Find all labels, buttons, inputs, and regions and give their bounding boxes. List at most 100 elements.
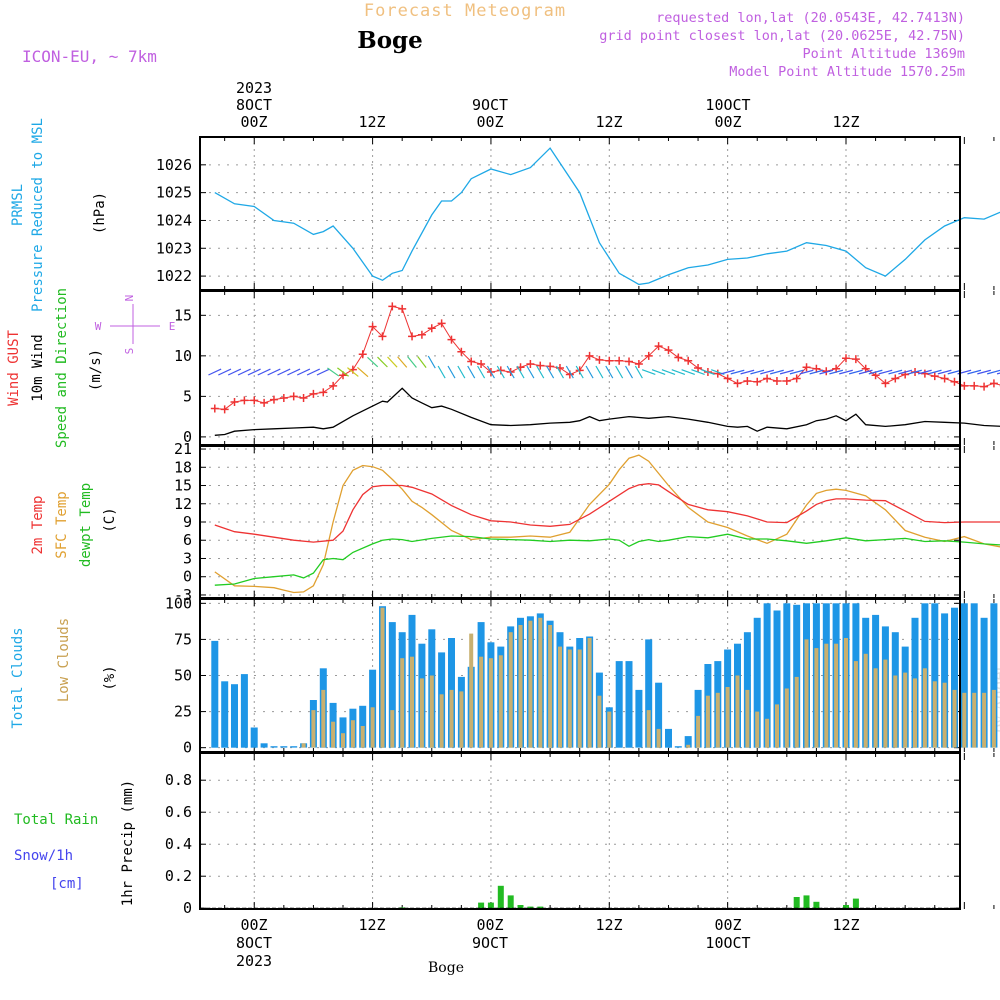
wind-direction-arrow bbox=[651, 369, 666, 376]
temp-sfc-label: SFC Temp bbox=[54, 491, 70, 558]
wind-direction-arrow bbox=[967, 369, 982, 375]
gust-point bbox=[960, 381, 969, 390]
gust-point bbox=[329, 381, 338, 390]
low-cloud-bar bbox=[321, 689, 326, 748]
total-cloud-bar bbox=[941, 613, 949, 748]
low-cloud-bar bbox=[991, 689, 996, 748]
wind-direction-arrow bbox=[898, 369, 913, 375]
gust-point bbox=[457, 347, 466, 356]
gust-point bbox=[447, 335, 456, 344]
total-cloud-bar bbox=[684, 736, 692, 748]
bottom-day-label-3: 10OCT bbox=[705, 934, 750, 952]
rain-bar bbox=[478, 902, 485, 909]
pressure-label-prmsl: PRMSL bbox=[10, 184, 26, 226]
pressure-ytick-label: 1024 bbox=[156, 211, 192, 229]
low-cloud-bar bbox=[686, 744, 691, 748]
wind-direction-arrow bbox=[829, 369, 844, 375]
total-cloud-bar bbox=[635, 689, 643, 748]
top-hour-label-5: 00Z bbox=[714, 113, 741, 131]
total-cloud-bar bbox=[931, 603, 939, 748]
gust-point bbox=[920, 369, 929, 378]
wind-direction-arrow bbox=[740, 369, 755, 375]
gust-point bbox=[772, 376, 781, 385]
wind-direction-arrow bbox=[888, 369, 903, 375]
wind-gust-label: Wind GUST bbox=[6, 330, 22, 406]
wind-direction-arrow bbox=[634, 365, 643, 379]
low-cloud-bar bbox=[824, 643, 829, 748]
precip-ytick-label: 0 bbox=[183, 899, 192, 917]
low-cloud-bar bbox=[607, 711, 612, 748]
total-cloud-bar bbox=[970, 603, 978, 748]
gust-point bbox=[664, 346, 673, 355]
gust-point bbox=[220, 405, 229, 414]
precip-unit-label: 1hr Precip (mm) bbox=[120, 780, 136, 906]
precip-frame bbox=[199, 752, 961, 910]
wind-direction-arrow bbox=[417, 356, 427, 369]
wind-direction-arrow bbox=[760, 369, 775, 375]
gust-point bbox=[802, 363, 811, 372]
bottom-hour-label-1: 00Z bbox=[240, 916, 267, 934]
dewpt-line bbox=[214, 533, 1000, 586]
wind-direction-arrow bbox=[467, 365, 476, 379]
low-cloud-bar bbox=[863, 653, 868, 748]
rain-bar bbox=[507, 895, 514, 909]
wind-dir-label: Speed and Direction bbox=[54, 288, 70, 448]
low-cloud-bar bbox=[962, 692, 967, 748]
precip-rain-label: Total Rain bbox=[14, 812, 98, 828]
low-cloud-bar bbox=[705, 695, 710, 748]
low-cloud-bar bbox=[834, 643, 839, 748]
wind-direction-arrow bbox=[337, 367, 349, 377]
model-point-altitude: Model Point Altitude 1570.25m bbox=[729, 64, 965, 80]
gust-point bbox=[427, 324, 436, 333]
wind-direction-arrow bbox=[615, 365, 624, 379]
wind-10m-label: 10m Wind bbox=[30, 334, 46, 401]
temp-unit: (C) bbox=[102, 507, 118, 532]
gust-point bbox=[368, 322, 377, 331]
pressure-line bbox=[214, 147, 1000, 286]
gust-point bbox=[674, 353, 683, 362]
gust-point bbox=[950, 377, 959, 386]
top-hour-label-3: 00Z bbox=[476, 113, 503, 131]
total-cloud-bar bbox=[674, 746, 682, 748]
top-day-label-3: 10OCT bbox=[705, 96, 750, 114]
low-cloud-bar bbox=[301, 743, 306, 748]
gust-point bbox=[891, 374, 900, 383]
gust-line bbox=[214, 305, 1000, 410]
wind-direction-arrow bbox=[546, 365, 555, 379]
wind-direction-arrow bbox=[526, 365, 535, 379]
wind-direction-arrow bbox=[868, 369, 883, 375]
low-cloud-bar bbox=[873, 668, 878, 748]
wind-direction-arrow bbox=[641, 369, 656, 376]
wind-direction-arrow bbox=[681, 369, 695, 376]
low-cloud-bar bbox=[755, 711, 760, 748]
low-cloud-bar bbox=[459, 691, 464, 748]
wind-direction-arrow bbox=[908, 369, 922, 375]
wind-direction-arrow bbox=[316, 368, 330, 376]
total-cloud-bar bbox=[339, 717, 347, 748]
wind-direction-arrow bbox=[809, 369, 824, 375]
gust-point bbox=[723, 374, 732, 383]
wind-direction-arrow bbox=[779, 369, 794, 375]
pressure-ytick-label: 1026 bbox=[156, 156, 192, 174]
total-cloud-bar bbox=[980, 617, 988, 748]
total-cloud-bar bbox=[655, 682, 663, 748]
gust-point bbox=[279, 393, 288, 402]
wind-panel: 0 5 10 15 bbox=[174, 290, 1000, 446]
wind-direction-arrow bbox=[720, 369, 735, 375]
precip-ytick-label: 0.2 bbox=[165, 867, 192, 885]
rain-bar bbox=[852, 898, 859, 909]
gust-point bbox=[417, 330, 426, 339]
total-cloud-bar bbox=[793, 604, 801, 748]
clouds-total-label: Total Clouds bbox=[10, 627, 26, 728]
gust-point bbox=[989, 379, 998, 388]
low-cloud-bar bbox=[853, 661, 858, 748]
total-cloud-bar bbox=[280, 746, 288, 748]
gust-point bbox=[388, 302, 397, 311]
clouds-low-label: Low Clouds bbox=[56, 618, 72, 702]
gust-point bbox=[250, 396, 259, 405]
gust-point bbox=[753, 377, 762, 386]
clouds-ytick-label: 50 bbox=[174, 667, 192, 685]
wind-direction-arrow bbox=[277, 368, 291, 376]
total-cloud-bar bbox=[221, 681, 229, 748]
